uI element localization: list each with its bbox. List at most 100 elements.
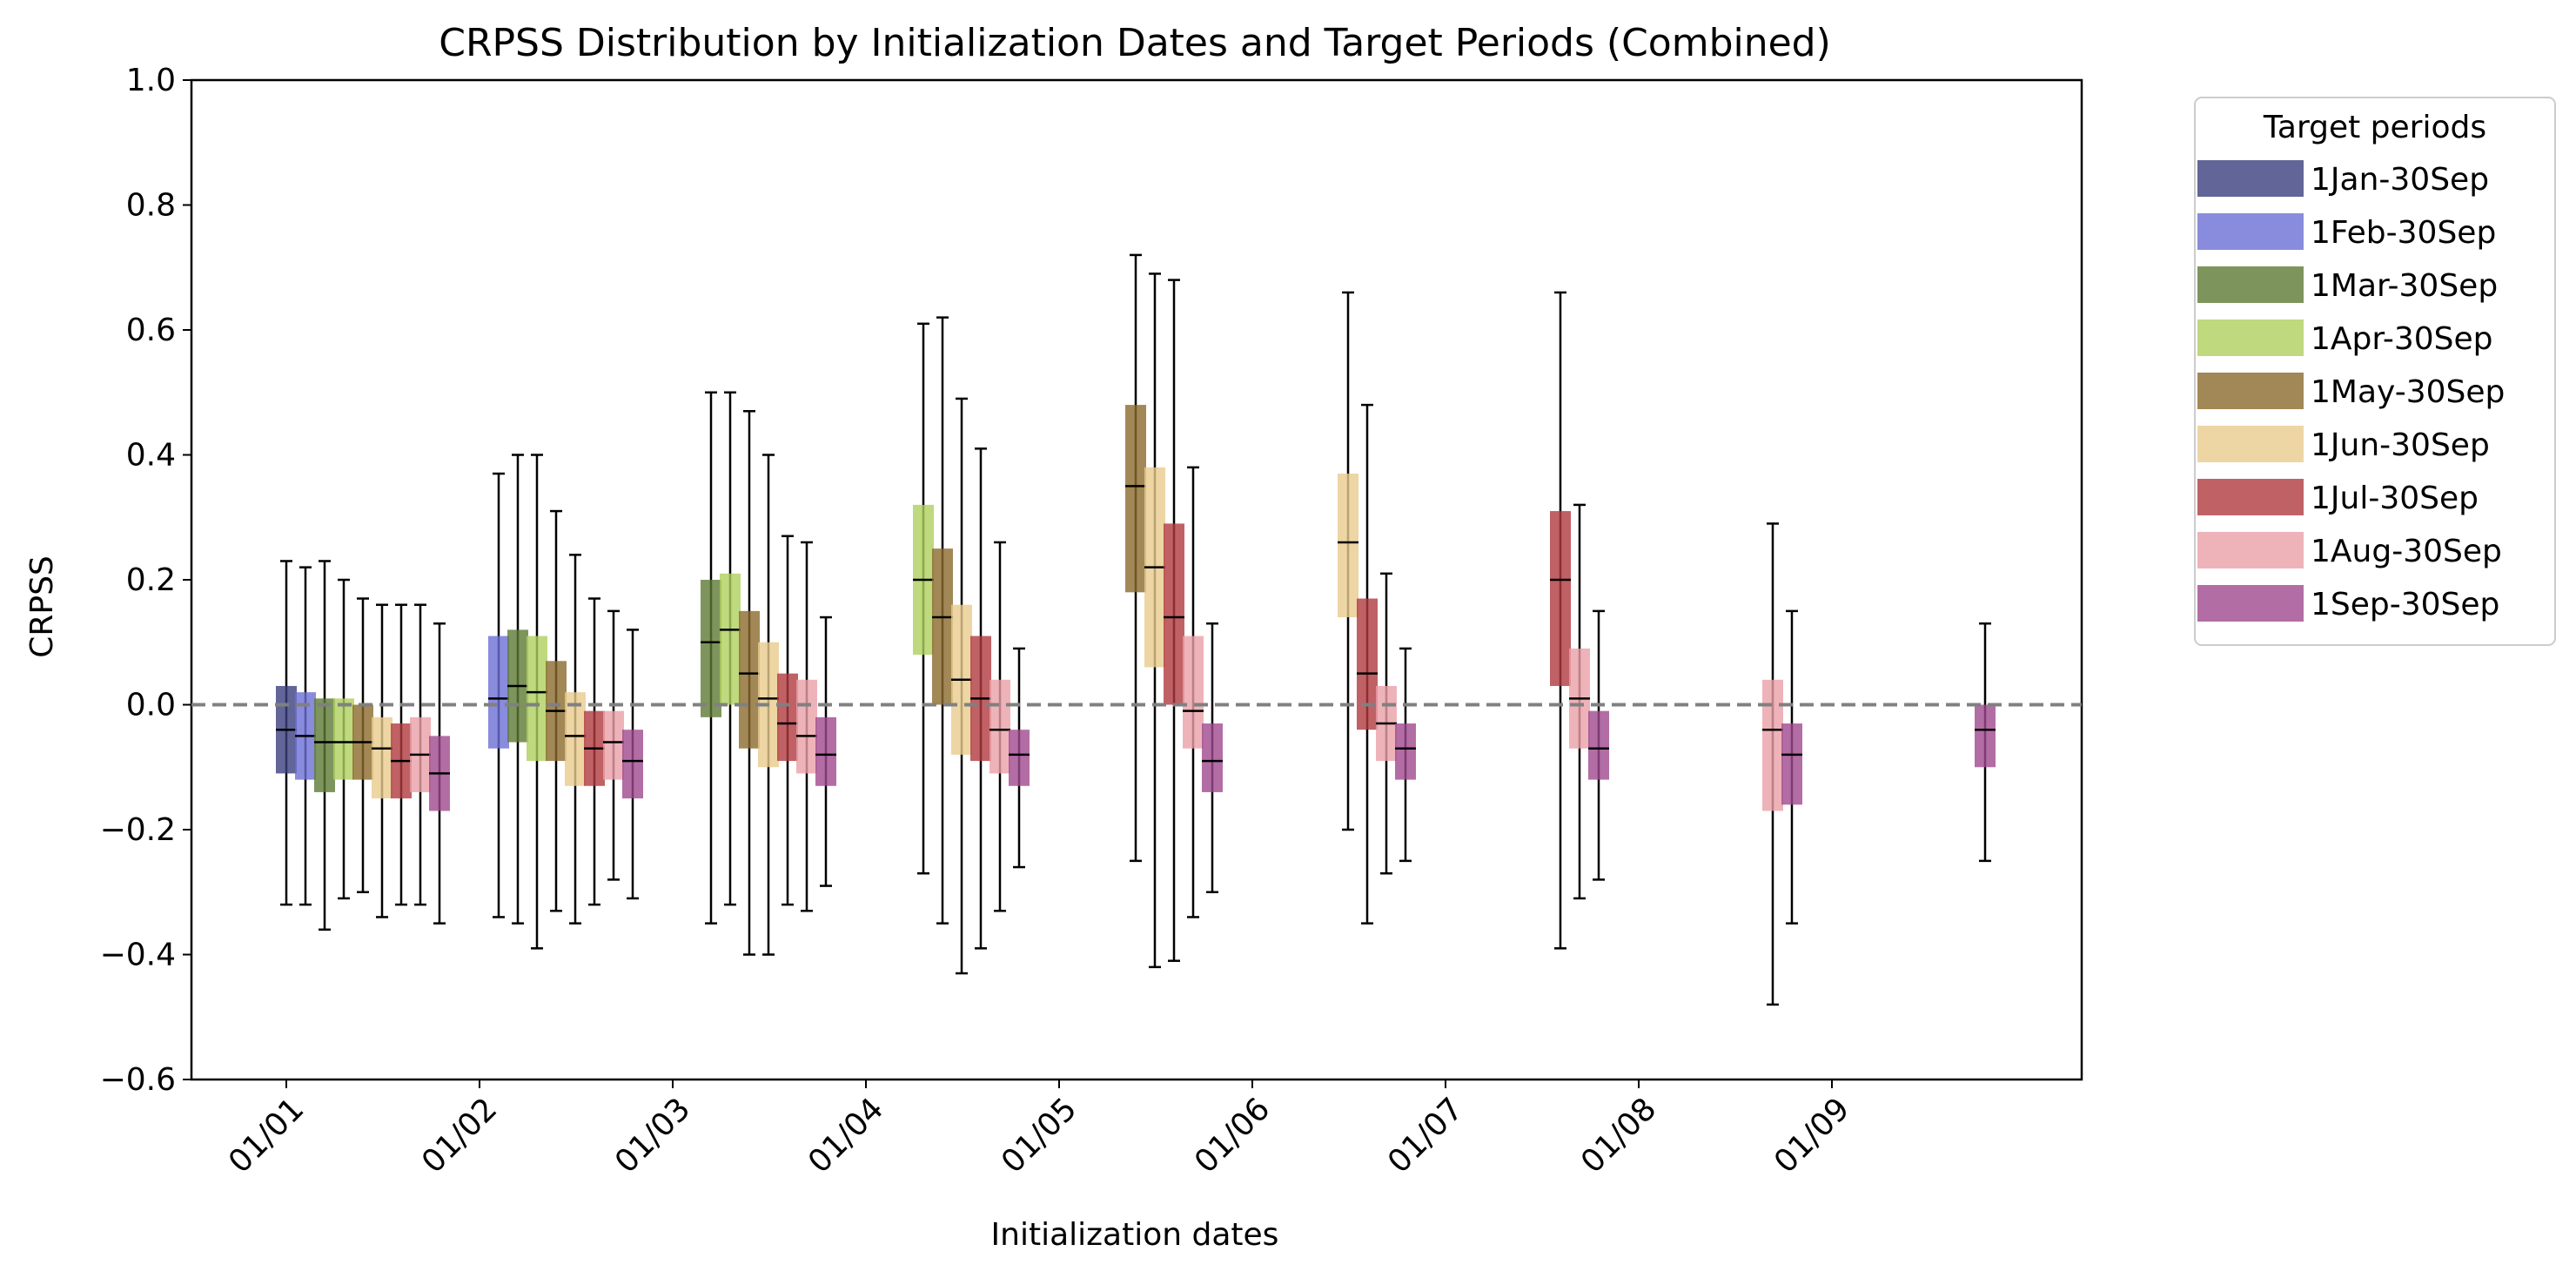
box-iqr	[701, 580, 721, 717]
box-1Jul-30Sep	[1357, 403, 1378, 925]
box-iqr	[1395, 723, 1416, 780]
box-1Jul-30Sep	[777, 535, 798, 906]
box-iqr	[527, 636, 547, 762]
box-iqr	[815, 716, 836, 786]
box-1Jul-30Sep	[970, 447, 991, 950]
x-tick-label: 01/07	[1381, 1091, 1470, 1180]
x-tick-label: 01/06	[1188, 1091, 1277, 1180]
box-1Mar-30Sep	[507, 454, 528, 925]
box-iqr	[622, 730, 643, 799]
box-iqr	[1202, 723, 1223, 792]
box-1Aug-30Sep	[1376, 572, 1397, 875]
box-iqr	[1338, 474, 1358, 618]
legend-label: 1Feb-30Sep	[2311, 215, 2496, 251]
legend-label: 1Mar-30Sep	[2311, 268, 2498, 304]
legend: Target periods 1Jan-30Sep 1Feb-30Sep 1Mar-3…	[2194, 97, 2556, 646]
y-tick-label: 1.0	[126, 63, 176, 98]
box-1Apr-30Sep	[720, 391, 741, 906]
box-iqr	[1588, 710, 1609, 780]
legend-swatch	[2197, 320, 2304, 356]
box-1Jun-30Sep	[565, 554, 586, 925]
box-1Apr-30Sep	[527, 454, 547, 950]
box-1Sep-30Sep	[1009, 647, 1030, 869]
box-1Aug-30Sep	[603, 609, 624, 881]
box-1Mar-30Sep	[314, 560, 335, 932]
y-tick-label: 0.0	[126, 688, 176, 723]
box-1Jul-30Sep	[1550, 291, 1571, 950]
legend-label: 1Jan-30Sep	[2311, 162, 2489, 198]
box-iqr	[565, 692, 586, 786]
box-iqr	[1125, 405, 1146, 593]
box-1Jul-30Sep	[391, 603, 412, 906]
box-1May-30Sep	[739, 410, 760, 956]
y-axis-label: CRPSS	[24, 555, 60, 658]
box-1Sep-30Sep	[815, 615, 836, 887]
box-1Mar-30Sep	[701, 391, 721, 925]
x-tick-label: 01/02	[415, 1091, 504, 1180]
box-iqr	[1975, 704, 1996, 768]
box-1May-30Sep	[546, 509, 567, 912]
box-iqr	[372, 716, 392, 799]
box-1Sep-30Sep	[1781, 609, 1802, 925]
x-axis-label: Initialization dates	[991, 1217, 1279, 1253]
legend-label: 1Jun-30Sep	[2311, 427, 2490, 463]
box-1Sep-30Sep	[429, 622, 450, 925]
legend-label: 1Jul-30Sep	[2311, 481, 2479, 516]
box-iqr	[333, 698, 354, 780]
y-tick-label: 0.2	[126, 562, 176, 598]
chart-title: CRPSS Distribution by Initialization Dat…	[439, 21, 1831, 65]
box-iqr	[932, 548, 953, 705]
box-iqr	[603, 710, 624, 780]
box-iqr	[739, 610, 760, 749]
x-tick-label: 01/01	[222, 1091, 311, 1180]
box-1May-30Sep	[352, 597, 373, 893]
box-iqr	[1164, 523, 1184, 705]
box-1Sep-30Sep	[1395, 647, 1416, 863]
box-1Sep-30Sep	[1975, 622, 1996, 863]
box-1Jun-30Sep	[951, 397, 972, 975]
box-1Feb-30Sep	[488, 472, 509, 918]
x-tick-label: 01/03	[608, 1091, 697, 1180]
box-1Aug-30Sep	[1183, 466, 1204, 918]
legend-swatch	[2197, 266, 2304, 303]
box-iqr	[1357, 598, 1378, 730]
box-iqr	[1009, 730, 1030, 786]
box-1Jul-30Sep	[1164, 279, 1184, 962]
box-iqr	[1550, 511, 1571, 686]
legend-swatch	[2197, 426, 2304, 462]
legend-title: Target periods	[2263, 110, 2486, 145]
box-iqr	[1762, 679, 1783, 811]
box-1Aug-30Sep	[989, 541, 1010, 912]
legend-label: 1Apr-30Sep	[2311, 321, 2493, 357]
box-1Aug-30Sep	[1762, 522, 1783, 1006]
box-1Jul-30Sep	[584, 597, 605, 906]
box-1Apr-30Sep	[913, 322, 934, 875]
box-1Apr-30Sep	[333, 578, 354, 900]
box-1Sep-30Sep	[622, 629, 643, 900]
box-1Aug-30Sep	[410, 603, 431, 906]
legend-swatch	[2197, 373, 2304, 409]
box-iqr	[796, 679, 817, 774]
box-1Sep-30Sep	[1202, 622, 1223, 893]
box-1Jan-30Sep	[276, 560, 297, 906]
box-1Jun-30Sep	[1144, 272, 1165, 969]
box-iqr	[314, 698, 335, 792]
box-1May-30Sep	[932, 316, 953, 925]
x-tick-label: 01/04	[802, 1091, 890, 1180]
box-1Aug-30Sep	[1569, 503, 1590, 900]
legend-label: 1May-30Sep	[2311, 374, 2505, 410]
box-iqr	[1781, 723, 1802, 805]
box-iqr	[720, 573, 741, 705]
y-tick-label: 0.8	[126, 188, 176, 224]
y-tick-label: −0.4	[100, 938, 176, 973]
box-1Aug-30Sep	[796, 541, 817, 912]
box-1May-30Sep	[1125, 253, 1146, 863]
box-1Feb-30Sep	[295, 566, 316, 906]
legend-swatch	[2197, 479, 2304, 515]
legend-swatch	[2197, 532, 2304, 568]
box-iqr	[989, 679, 1010, 774]
legend-swatch	[2197, 585, 2304, 622]
y-tick-label: 0.6	[126, 313, 176, 348]
box-1Jun-30Sep	[1338, 291, 1358, 831]
